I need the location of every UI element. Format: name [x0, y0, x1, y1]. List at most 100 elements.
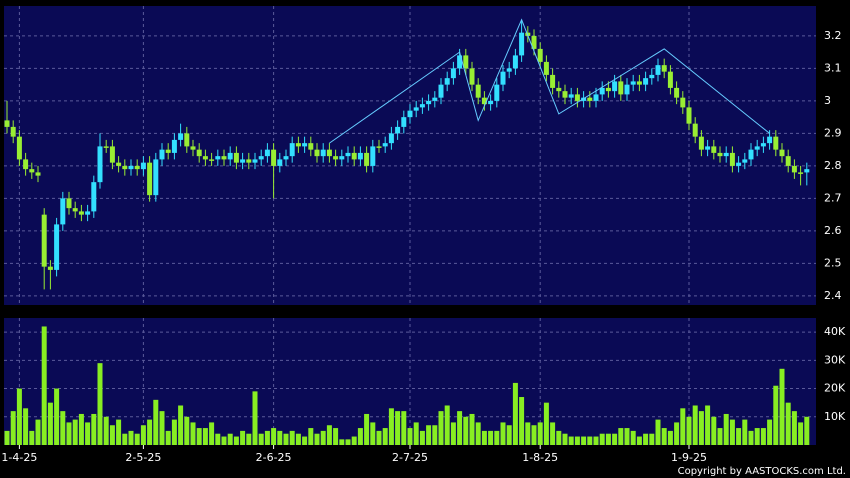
volume-bar [240, 430, 246, 445]
candle-body [494, 84, 500, 101]
volume-bar [804, 416, 810, 445]
volume-bar [599, 433, 605, 445]
y-tick-label: 3.2 [824, 29, 842, 42]
candle-body [345, 152, 351, 157]
candle-body [574, 94, 580, 101]
volume-bar [661, 428, 667, 445]
candle-body [339, 156, 345, 160]
volume-bar [147, 419, 153, 445]
volume-bar [258, 433, 264, 445]
volume-bar [655, 419, 661, 445]
volume-bar [457, 411, 463, 445]
volume-bar [407, 428, 413, 445]
volume-bar [60, 411, 66, 445]
candle-body [395, 126, 401, 134]
candle-body [804, 169, 810, 173]
volume-bar [773, 385, 779, 445]
y-tick-label: 20K [824, 382, 846, 395]
volume-bar [134, 433, 140, 445]
y-tick-label: 3.1 [824, 61, 842, 74]
volume-bar [494, 430, 500, 445]
volume-bar [295, 433, 301, 445]
volume-bar [308, 428, 314, 445]
candle-body [72, 208, 78, 212]
candle-body [413, 107, 419, 111]
candle-body [258, 156, 264, 160]
candle-body [41, 214, 47, 267]
volume-bar [680, 408, 686, 445]
volume-bar [252, 391, 258, 445]
candle-body [760, 143, 766, 147]
candle-body [419, 104, 425, 108]
candle-body [698, 136, 704, 150]
volume-bar [512, 382, 518, 445]
candle-body [10, 126, 16, 137]
x-tick-label: 1-8-25 [522, 451, 558, 464]
candle-body [16, 136, 22, 160]
volume-bar [760, 428, 766, 445]
volume-bar [748, 430, 754, 445]
volume-bar [667, 430, 673, 445]
candle-body [537, 48, 543, 62]
candle-body [66, 198, 72, 209]
candle-body [240, 159, 246, 163]
volume-bar [345, 439, 351, 445]
candle-body [593, 94, 599, 101]
volume-bar [128, 430, 134, 445]
candle-body [171, 139, 177, 153]
candle-body [667, 71, 673, 88]
candle-body [661, 65, 667, 72]
candle-body [271, 149, 277, 166]
candle-body [643, 78, 649, 85]
candle-body [705, 146, 711, 150]
candle-body [364, 152, 370, 166]
candle-body [91, 182, 97, 212]
candle-body [791, 165, 797, 173]
volume-bar [643, 433, 649, 445]
candle-body [85, 211, 91, 215]
candle-body [29, 169, 35, 173]
candle-body [512, 55, 518, 69]
volume-bar [72, 419, 78, 445]
candle-body [264, 149, 270, 157]
volume-bar [742, 419, 748, 445]
candle-body [388, 133, 394, 144]
candle-body [54, 224, 60, 270]
candle-body [432, 97, 438, 101]
volume-bar [320, 430, 326, 445]
volume-bar [537, 422, 543, 445]
volume-bar [500, 422, 506, 445]
candle-body [674, 87, 680, 98]
volume-bar [605, 433, 611, 445]
candle-body [23, 159, 29, 170]
volume-bar [624, 428, 630, 445]
candle-body [221, 156, 227, 160]
volume-bar [463, 416, 469, 445]
x-tick-label: 1-9-25 [671, 451, 707, 464]
y-tick-label: 2.7 [824, 191, 842, 204]
candle-body [531, 35, 537, 49]
volume-bar [364, 413, 370, 445]
y-tick-label: 40K [824, 325, 846, 338]
candle-body [202, 156, 208, 160]
volume-bar [432, 425, 438, 445]
volume-bar [283, 433, 289, 445]
candle-body [351, 152, 357, 160]
volume-bar [35, 419, 41, 445]
volume-bar [438, 411, 444, 445]
volume-bar [754, 428, 760, 445]
y-tick-label: 2.8 [824, 159, 842, 172]
candle-body [277, 159, 283, 166]
candle-body [568, 94, 574, 98]
candle-body [153, 159, 159, 196]
volume-bar [550, 422, 556, 445]
candle-body [190, 146, 196, 150]
volume-bar [103, 416, 109, 445]
volume-bar [233, 436, 239, 445]
candle-body [140, 162, 146, 170]
candle-body [556, 87, 562, 92]
copyright: Copyright by AASTOCKS.com Ltd. [678, 466, 846, 477]
candle-body [680, 97, 686, 108]
volume-bar [419, 430, 425, 445]
candle-body [686, 107, 692, 124]
